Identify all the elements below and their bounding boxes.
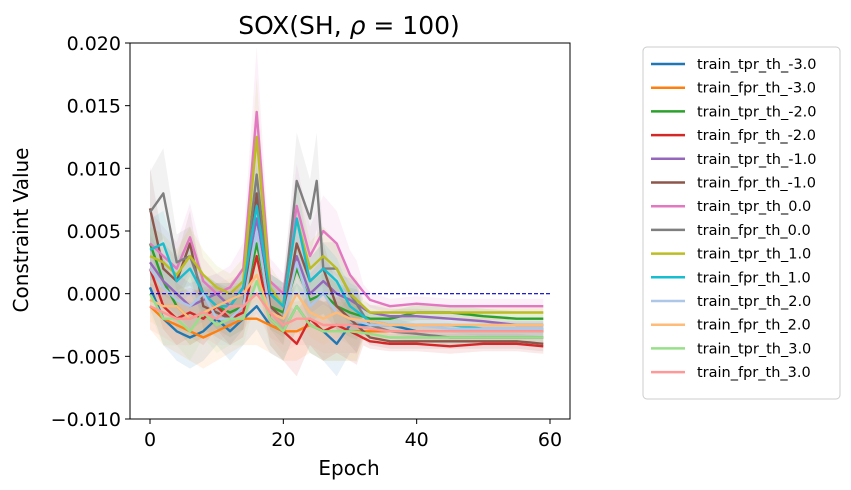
confidence-band-train_tpr_th_1.0 bbox=[150, 77, 544, 330]
series-line-train_fpr_th_-1.0 bbox=[148, 192, 544, 345]
legend-label-train_tpr_th_-1.0: train_tpr_th_-1.0 bbox=[697, 152, 817, 168]
y-tick-label: −0.005 bbox=[51, 346, 121, 368]
legend-label-train_tpr_th_-3.0: train_tpr_th_-3.0 bbox=[697, 57, 817, 73]
y-tick-label: 0.005 bbox=[67, 221, 121, 243]
legend-label-train_fpr_th_-3.0: train_fpr_th_-3.0 bbox=[697, 81, 816, 97]
legend-label-train_tpr_th_1.0: train_tpr_th_1.0 bbox=[697, 247, 811, 263]
legend-label-train_fpr_th_-2.0: train_fpr_th_-2.0 bbox=[697, 128, 816, 144]
y-tick-label: 0.000 bbox=[67, 284, 121, 306]
y-tick-label: 0.010 bbox=[67, 158, 121, 180]
x-axis-label: Epoch bbox=[318, 456, 379, 480]
y-axis-label: Constraint Value bbox=[9, 148, 33, 313]
legend-box bbox=[642, 46, 841, 400]
legend-label-train_fpr_th_0.0: train_fpr_th_0.0 bbox=[697, 223, 811, 239]
legend-label-train_fpr_th_2.0: train_fpr_th_2.0 bbox=[697, 318, 811, 334]
chart-title: SOX(SH, ρ = 100) bbox=[238, 11, 460, 40]
legend-label-train_fpr_th_1.0: train_fpr_th_1.0 bbox=[697, 270, 811, 286]
x-tick-label: 40 bbox=[405, 429, 429, 451]
y-tick-label: −0.010 bbox=[51, 409, 121, 431]
series-lines bbox=[148, 110, 544, 348]
series-line-train_tpr_th_1.0 bbox=[149, 135, 544, 314]
series-line-train_fpr_th_2.0 bbox=[149, 273, 544, 327]
x-tick-label: 0 bbox=[144, 429, 156, 451]
x-tick-label: 20 bbox=[271, 429, 295, 451]
legend-label-train_tpr_th_3.0: train_tpr_th_3.0 bbox=[697, 341, 811, 357]
y-tick-label: 0.015 bbox=[67, 96, 121, 118]
legend-label-train_tpr_th_-2.0: train_tpr_th_-2.0 bbox=[697, 104, 817, 120]
series-line-train_tpr_th_0.0 bbox=[149, 110, 544, 308]
legend-label-train_tpr_th_2.0: train_tpr_th_2.0 bbox=[697, 294, 811, 310]
y-axis-ticks: −0.010 −0.005 0.000 0.005 0.010 0.015 0.020 bbox=[51, 33, 130, 431]
series-line-train_tpr_th_3.0 bbox=[148, 279, 544, 339]
legend-label-train_tpr_th_0.0: train_tpr_th_0.0 bbox=[697, 199, 811, 215]
legend: train_tpr_th_-3.0 train_fpr_th_-3.0 train_… bbox=[642, 46, 841, 400]
legend-label-train_fpr_th_3.0: train_fpr_th_3.0 bbox=[697, 365, 811, 381]
series-line-train_fpr_th_3.0 bbox=[149, 292, 544, 333]
legend-label-train_fpr_th_-1.0: train_fpr_th_-1.0 bbox=[697, 176, 816, 192]
y-tick-label: 0.020 bbox=[67, 33, 121, 55]
x-axis-ticks: 0 20 40 60 bbox=[144, 419, 562, 451]
x-tick-label: 60 bbox=[538, 429, 562, 451]
